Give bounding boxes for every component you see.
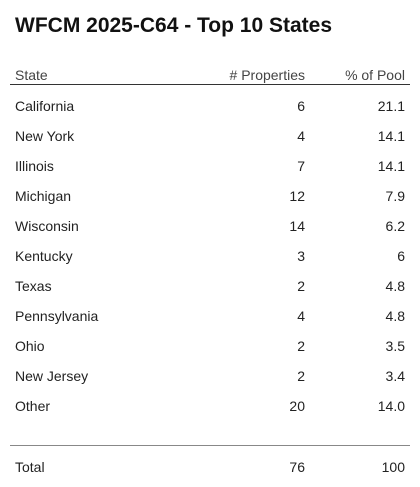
state-cell: Illinois [15, 158, 54, 174]
value-cell: 7.9 [385, 188, 405, 204]
value-cell: 3.4 [385, 368, 405, 384]
state-cell: New Jersey [15, 368, 89, 384]
value-cell: 4.8 [385, 308, 405, 324]
value-cell: 6 [397, 248, 405, 264]
value-cell: 4 [297, 128, 305, 144]
value-cell: 14 [289, 218, 305, 234]
title: WFCM 2025-C64 - Top 10 States [15, 14, 333, 37]
column-header: # Properties [229, 67, 305, 83]
footer-rule [10, 445, 410, 446]
column-header: % of Pool [345, 67, 405, 83]
state-cell: Wisconsin [15, 218, 79, 234]
value-cell: 6 [297, 98, 305, 114]
value-cell: 21.1 [377, 98, 405, 114]
total-cell: 100 [381, 459, 405, 475]
total-cell: 76 [289, 459, 305, 475]
value-cell: 12 [289, 188, 305, 204]
state-cell: Texas [15, 278, 52, 294]
column-header: State [15, 67, 48, 83]
value-cell: 14.1 [377, 128, 405, 144]
value-cell: 7 [297, 158, 305, 174]
value-cell: 20 [289, 398, 305, 414]
value-cell: 4 [297, 308, 305, 324]
total-cell: Total [15, 459, 45, 475]
value-cell: 14.1 [377, 158, 405, 174]
state-cell: Ohio [15, 338, 45, 354]
value-cell: 2 [297, 338, 305, 354]
value-cell: 2 [297, 278, 305, 294]
state-cell: Other [15, 398, 51, 414]
header-rule [10, 84, 410, 85]
value-cell: 3 [297, 248, 305, 264]
value-cell: 3.5 [385, 338, 405, 354]
value-cell: 6.2 [385, 218, 405, 234]
value-cell: 14.0 [377, 398, 405, 414]
state-cell: Michigan [15, 188, 72, 204]
state-cell: Pennsylvania [15, 308, 99, 324]
state-cell: California [15, 98, 75, 114]
state-cell: Kentucky [15, 248, 73, 264]
value-cell: 2 [297, 368, 305, 384]
value-cell: 4.8 [385, 278, 405, 294]
state-cell: New York [15, 128, 75, 144]
